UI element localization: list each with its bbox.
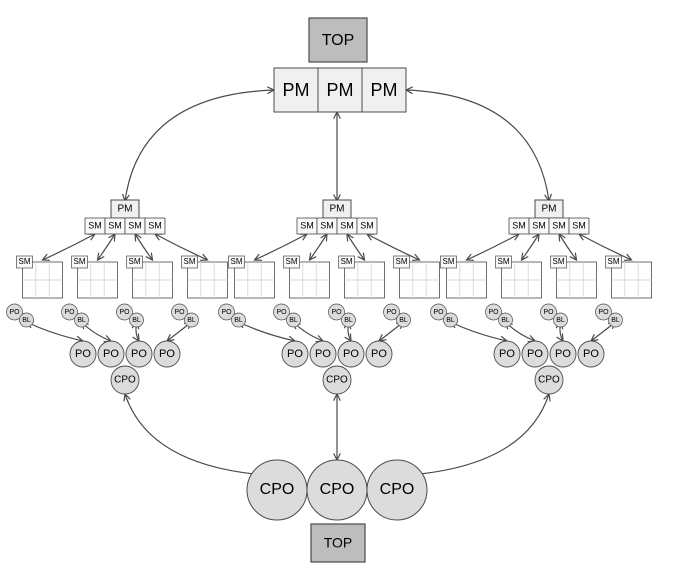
cluster: PMSMSMSMSMSMSMSMSMPOBLPOBLPOBLPOBLPOPOPO… [219, 200, 440, 394]
grid-box: SM [127, 256, 173, 298]
po-med-label: PO [75, 348, 91, 360]
bottom-top-label: TOP [324, 535, 353, 551]
po-tiny-label: PO [543, 309, 554, 316]
bl-tiny-label: BL [22, 317, 31, 324]
cluster: PMSMSMSMSMSMSMSMSMPOBLPOBLPOBLPOBLPOPOPO… [7, 200, 228, 394]
grid-sm-label: SM [341, 257, 353, 266]
cluster-sm-label: SM [148, 220, 162, 230]
po-med-label: PO [527, 348, 543, 360]
grid-box: SM [551, 256, 597, 298]
bl-tiny-label: BL [399, 317, 408, 324]
po-med-label: PO [287, 348, 303, 360]
bl-tiny-label: BL [132, 317, 141, 324]
bl-tiny-label: BL [611, 317, 620, 324]
big-cpo-label: CPO [380, 481, 415, 498]
grid-box: SM [606, 256, 652, 298]
cluster-cpo-label: CPO [326, 375, 348, 386]
grid-box: SM [229, 256, 275, 298]
grid-sm-label: SM [129, 257, 141, 266]
grid-box: SM [284, 256, 330, 298]
cluster-cpo-label: CPO [538, 375, 560, 386]
cluster-pm-label: PM [330, 204, 345, 215]
po-med-label: PO [131, 348, 147, 360]
po-med-label: PO [583, 348, 599, 360]
grid-sm-label: SM [443, 257, 455, 266]
po-med-label: PO [315, 348, 331, 360]
po-tiny-label: PO [598, 309, 609, 316]
po-tiny-label: PO [386, 309, 397, 316]
po-med-label: PO [555, 348, 571, 360]
top-box: TOP [309, 18, 367, 62]
po-tiny-label: PO [174, 309, 185, 316]
cluster-sm-label: SM [340, 220, 354, 230]
cluster-sm-label: SM [532, 220, 546, 230]
bl-tiny-label: BL [77, 317, 86, 324]
cluster-sm-label: SM [320, 220, 334, 230]
bl-tiny-label: BL [446, 317, 455, 324]
bl-tiny-label: BL [344, 317, 353, 324]
cluster-pm-label: PM [542, 204, 557, 215]
grid-sm-label: SM [231, 257, 243, 266]
grid-box: SM [441, 256, 487, 298]
bl-tiny-label: BL [234, 317, 243, 324]
po-med-label: PO [499, 348, 515, 360]
po-med-label: PO [103, 348, 119, 360]
grid-sm-label: SM [396, 257, 408, 266]
cluster-sm-label: SM [108, 220, 122, 230]
grid-box: SM [182, 256, 228, 298]
grid-box: SM [394, 256, 440, 298]
cluster-sm-label: SM [128, 220, 142, 230]
bl-tiny-label: BL [187, 317, 196, 324]
po-tiny-label: PO [488, 309, 499, 316]
grid-sm-label: SM [184, 257, 196, 266]
grid-box: SM [496, 256, 542, 298]
po-tiny-label: PO [276, 309, 287, 316]
cluster-sm-label: SM [360, 220, 374, 230]
po-med-label: PO [371, 348, 387, 360]
grid-sm-label: SM [498, 257, 510, 266]
pm-row-label: PM [283, 80, 310, 100]
top-label: TOP [322, 32, 355, 49]
po-tiny-label: PO [433, 309, 444, 316]
grid-box: SM [72, 256, 118, 298]
cluster-sm-label: SM [552, 220, 566, 230]
bl-tiny-label: BL [289, 317, 298, 324]
po-tiny-label: PO [221, 309, 232, 316]
po-tiny-label: PO [64, 309, 75, 316]
bottom-top-box: TOP [311, 524, 365, 562]
grid-sm-label: SM [19, 257, 31, 266]
po-med-label: PO [159, 348, 175, 360]
po-tiny-label: PO [119, 309, 130, 316]
grid-box: SM [339, 256, 385, 298]
big-cpo-row: CPO CPO CPO [247, 460, 427, 520]
grid-sm-label: SM [286, 257, 298, 266]
big-cpo-label: CPO [260, 481, 295, 498]
cluster: PMSMSMSMSMSMSMSMSMPOBLPOBLPOBLPOBLPOPOPO… [431, 200, 652, 394]
pm-row-label: PM [371, 80, 398, 100]
po-tiny-label: PO [9, 309, 20, 316]
bl-tiny-label: BL [556, 317, 565, 324]
po-tiny-label: PO [331, 309, 342, 316]
pm-row-label: PM [327, 80, 354, 100]
big-cpo-label: CPO [320, 481, 355, 498]
grid-sm-label: SM [608, 257, 620, 266]
hierarchy-diagram: TOPPMPMPMPMSMSMSMSMSMSMSMSMPOBLPOBLPOBLP… [0, 0, 675, 584]
cluster-sm-label: SM [88, 220, 102, 230]
cluster-sm-label: SM [300, 220, 314, 230]
grid-box: SM [17, 256, 63, 298]
grid-sm-label: SM [553, 257, 565, 266]
cluster-cpo-label: CPO [114, 375, 136, 386]
grid-sm-label: SM [74, 257, 86, 266]
cluster-sm-label: SM [512, 220, 526, 230]
po-med-label: PO [343, 348, 359, 360]
cluster-pm-label: PM [118, 204, 133, 215]
bl-tiny-label: BL [501, 317, 510, 324]
cluster-sm-label: SM [572, 220, 586, 230]
pm-row: PM PM PM [274, 68, 406, 112]
